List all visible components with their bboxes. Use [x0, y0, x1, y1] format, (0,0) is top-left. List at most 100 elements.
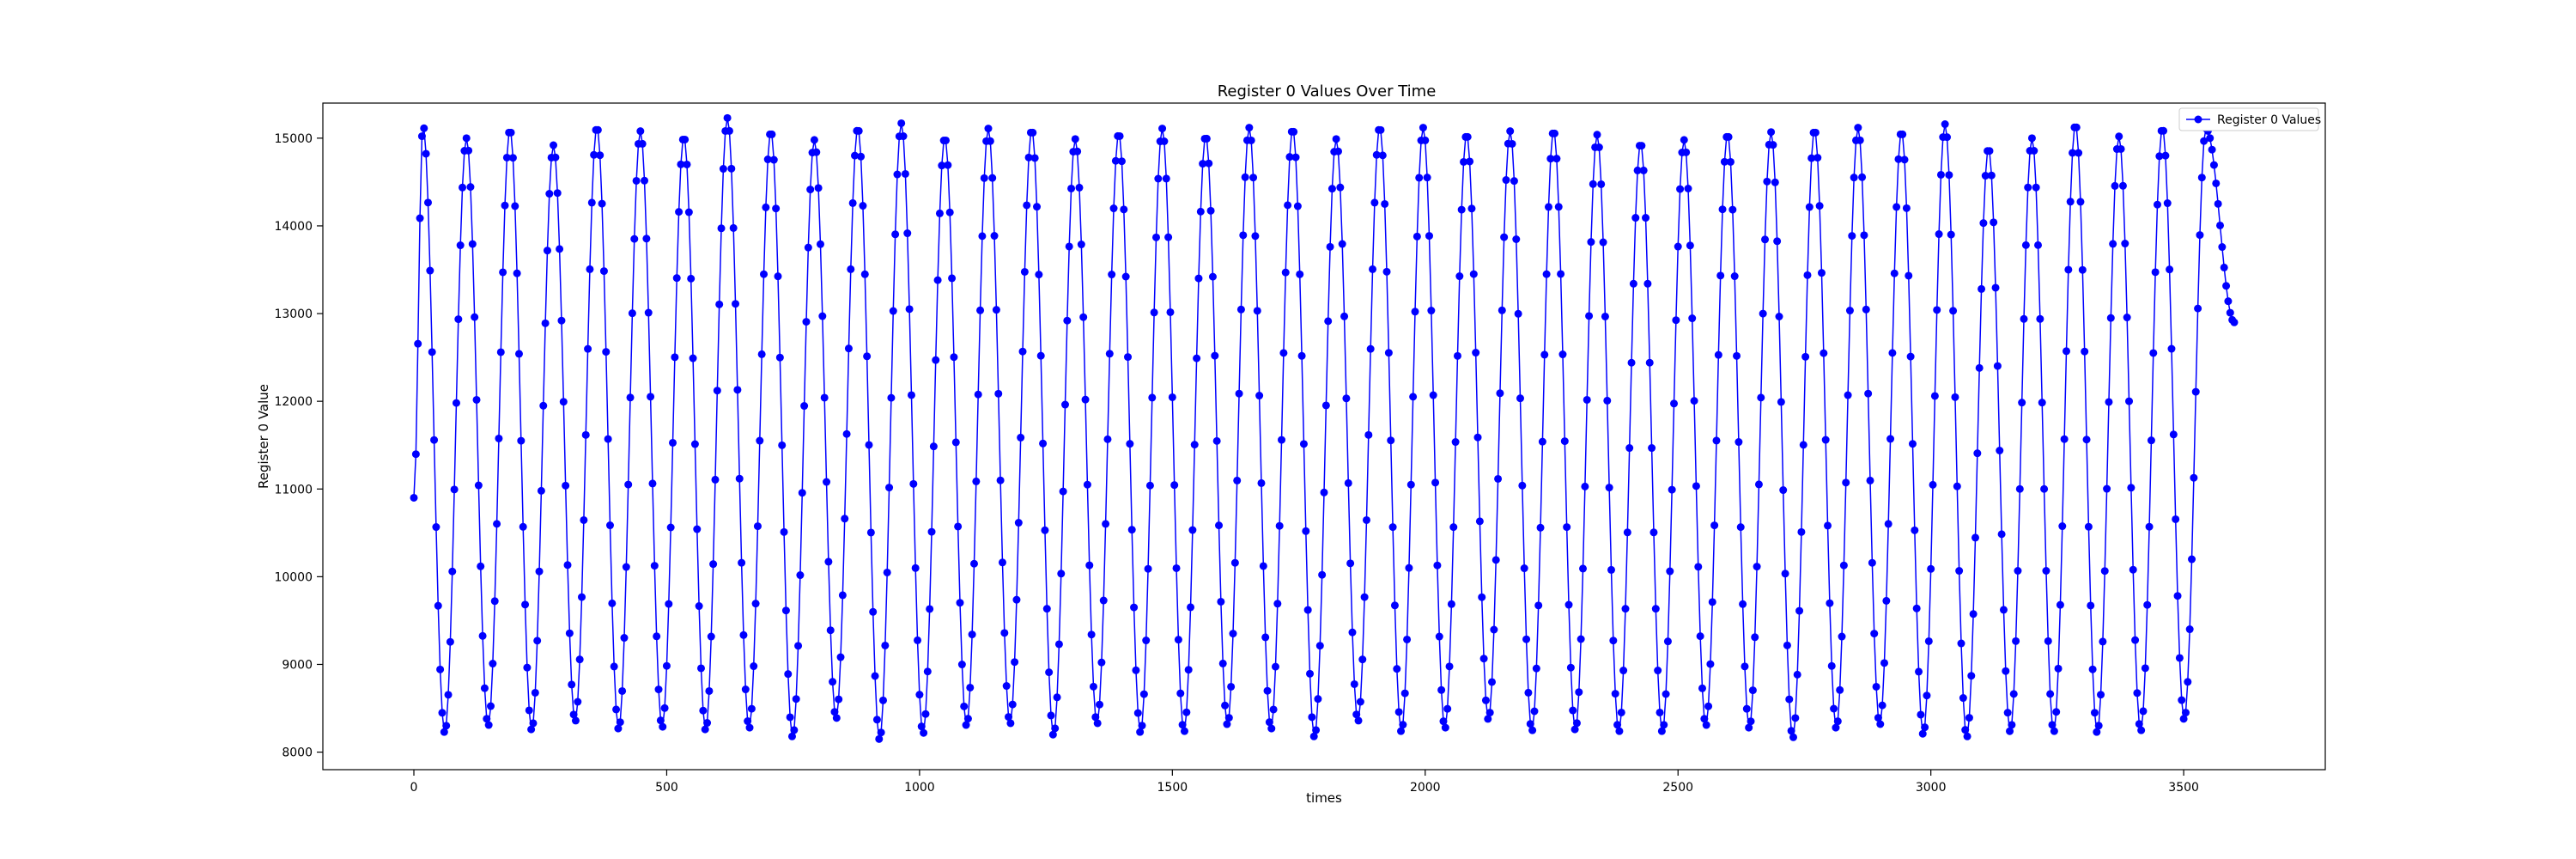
data-point	[1502, 176, 1510, 185]
data-point	[1564, 600, 1573, 609]
data-point	[2087, 601, 2095, 610]
plot-layer	[410, 113, 2239, 743]
data-point	[914, 636, 922, 644]
data-point	[1569, 706, 1577, 715]
data-point	[2145, 522, 2154, 531]
data-point	[1708, 598, 1716, 606]
data-point	[738, 558, 746, 567]
data-point	[2015, 484, 2024, 493]
data-point	[1394, 708, 1403, 716]
axes-frame	[322, 102, 2326, 771]
data-point	[1572, 719, 1581, 728]
data-point	[2197, 174, 2206, 182]
data-point	[539, 401, 548, 410]
data-point	[820, 393, 829, 402]
data-point	[1120, 205, 1128, 214]
data-point	[2103, 484, 2111, 493]
data-point	[2020, 314, 2028, 323]
data-point	[1943, 133, 1952, 142]
data-point	[866, 528, 875, 537]
data-point	[1102, 520, 1110, 528]
data-point	[490, 597, 499, 606]
data-point	[723, 113, 732, 122]
data-point	[1785, 695, 1794, 704]
data-point	[1018, 347, 1027, 356]
data-point	[2153, 200, 2161, 209]
data-point	[472, 395, 481, 404]
data-point	[1077, 241, 1085, 249]
data-point	[1340, 312, 1349, 320]
data-point	[2038, 399, 2046, 407]
data-point	[747, 704, 756, 713]
data-point	[1544, 203, 1552, 211]
data-point	[1012, 595, 1021, 604]
data-point	[1472, 349, 1480, 357]
data-point	[2006, 727, 2014, 735]
data-point	[1441, 723, 1449, 732]
data-point	[523, 663, 532, 672]
data-point	[978, 232, 987, 241]
data-point	[666, 523, 675, 532]
data-point	[753, 522, 762, 531]
data-point	[1193, 354, 1201, 362]
data-point	[508, 154, 517, 162]
data-point	[2190, 473, 2198, 482]
data-point	[1212, 436, 1221, 445]
data-point	[1900, 155, 1909, 164]
data-point	[1797, 527, 1806, 536]
data-point	[480, 684, 489, 692]
data-point	[1384, 349, 1393, 357]
data-point	[1666, 567, 1674, 576]
data-point	[654, 685, 663, 694]
data-point	[1290, 127, 1298, 136]
x-tick-label: 3000	[1916, 781, 1947, 795]
data-point	[1151, 233, 1160, 241]
data-point	[468, 240, 477, 248]
data-point	[1730, 272, 1739, 281]
data-point	[2160, 126, 2168, 135]
data-point	[1902, 204, 1911, 212]
data-point	[2040, 484, 2049, 493]
data-point	[1530, 707, 1539, 716]
data-point	[436, 665, 445, 673]
data-point	[1583, 395, 1591, 404]
data-point	[2012, 637, 2020, 645]
data-point	[450, 485, 459, 494]
data-point	[2056, 600, 2064, 609]
data-point	[1862, 305, 1870, 314]
data-point	[744, 717, 752, 726]
data-point	[1042, 605, 1051, 613]
data-point	[1991, 283, 2000, 292]
data-point	[794, 642, 803, 650]
data-point	[1690, 397, 1698, 405]
data-point	[1488, 678, 1497, 686]
data-point	[1654, 667, 1662, 675]
data-point	[1208, 272, 1217, 281]
data-point	[1951, 393, 1959, 401]
data-point	[1205, 159, 1213, 168]
x-tick-label: 2000	[1410, 781, 1441, 795]
data-point	[471, 313, 479, 321]
data-point	[2226, 308, 2234, 317]
data-point	[760, 270, 769, 278]
data-point	[599, 267, 608, 276]
data-point	[662, 661, 671, 670]
data-point	[727, 164, 736, 173]
data-point	[1990, 218, 1998, 227]
data-point	[998, 558, 1006, 567]
data-point	[897, 119, 906, 127]
y-tick-label: 9000	[282, 658, 313, 672]
data-point	[529, 719, 538, 728]
data-point	[2069, 149, 2077, 157]
data-point	[681, 135, 690, 143]
data-point	[1670, 399, 1679, 408]
data-point	[1150, 308, 1158, 317]
data-point	[1516, 394, 1524, 403]
data-point	[1672, 316, 1680, 325]
data-point	[786, 713, 794, 722]
data-point	[2021, 241, 2030, 249]
data-point	[968, 631, 976, 639]
data-point	[1510, 177, 1518, 186]
data-point	[893, 170, 902, 179]
data-point	[1595, 143, 1603, 151]
